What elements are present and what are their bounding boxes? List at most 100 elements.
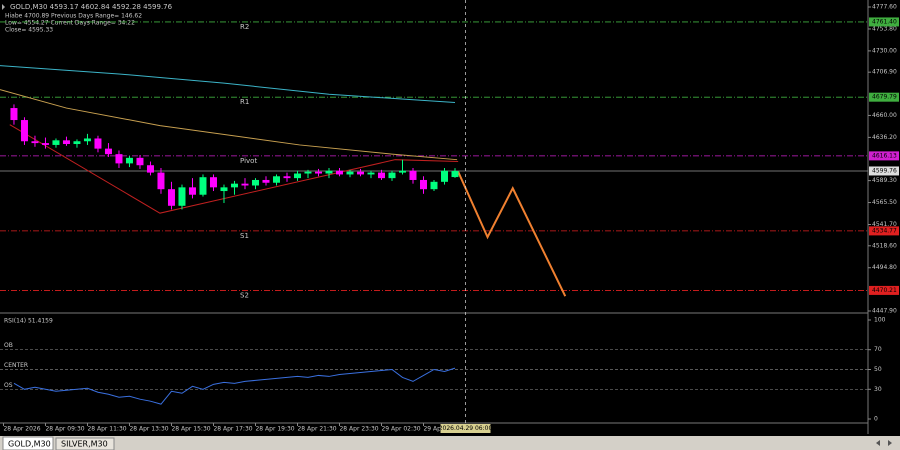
candle-body xyxy=(73,141,81,145)
candle-body xyxy=(104,148,112,155)
candle-body xyxy=(157,172,165,190)
last-price-label: 4599.76 xyxy=(872,167,897,174)
y-tick-label: 100 xyxy=(874,316,886,323)
x-tick-label: 28 Apr 2026 xyxy=(3,426,40,433)
y-tick-label: 4565.50 xyxy=(872,199,897,206)
y-tick-label: 4541.70 xyxy=(872,221,897,228)
candle-body xyxy=(409,170,417,180)
level-label-box xyxy=(869,17,899,27)
candle-body xyxy=(62,140,70,145)
y-tick-label: 4706.90 xyxy=(872,69,897,76)
candle-body xyxy=(146,165,154,173)
x-tick-label: 28 Apr 19:30 xyxy=(255,426,294,433)
candle-body xyxy=(377,172,385,179)
x-tick-label: 28 Apr 15:30 xyxy=(171,426,210,433)
candle-body xyxy=(314,171,322,174)
x-tick-label: 28 Apr 17:30 xyxy=(213,426,252,433)
level-name: R1 xyxy=(240,98,249,106)
y-tick-label: 4753.80 xyxy=(872,25,897,32)
candle-body xyxy=(356,171,364,175)
tab-label: GOLD,M30 xyxy=(8,440,51,449)
candle-body xyxy=(83,138,91,142)
indicator-line xyxy=(9,124,459,214)
candle-body xyxy=(20,120,28,142)
candle-body xyxy=(335,170,343,175)
candle-body xyxy=(251,179,259,186)
cursor-label: 2026.04.29 06:00 xyxy=(439,425,493,432)
x-tick-label: 29 Apr 02:30 xyxy=(381,426,420,433)
level-label: 4616.13 xyxy=(872,152,897,159)
cursor-box xyxy=(440,424,491,433)
y-tick-label: 4447.90 xyxy=(872,307,897,314)
candle-body xyxy=(419,179,427,190)
y-tick-label: 50 xyxy=(874,366,882,373)
candle-body xyxy=(188,187,196,195)
tab[interactable]: GOLD,M30 xyxy=(2,436,54,450)
x-tick-label: 28 Apr 23:30 xyxy=(339,426,378,433)
level-label: 4470.21 xyxy=(872,287,897,294)
level-name: S2 xyxy=(240,291,249,299)
x-tick-label: 29 Ap xyxy=(423,426,441,433)
y-tick-label: 70 xyxy=(874,346,882,353)
level-name: R2 xyxy=(240,23,249,31)
y-tick-label: 4589.30 xyxy=(872,177,897,184)
x-tick-label: 28 Apr 13:30 xyxy=(129,426,168,433)
candle-body xyxy=(398,170,406,173)
candle-body xyxy=(115,154,123,164)
candle-body xyxy=(441,170,449,182)
level-label: 4534.77 xyxy=(872,227,897,234)
level-label: 4679.79 xyxy=(872,94,897,101)
info-line: Close= 4595.33 xyxy=(5,27,53,34)
level-name: S1 xyxy=(240,232,249,240)
y-tick-label: 4636.20 xyxy=(872,134,897,141)
tab-box xyxy=(2,436,54,450)
indicator-line xyxy=(457,171,567,297)
candle-body xyxy=(220,187,228,192)
level-name: Pivot xyxy=(240,157,257,165)
y-tick-label: 4518.60 xyxy=(872,242,897,249)
candle-body xyxy=(125,157,133,164)
scroll-arrows[interactable] xyxy=(876,440,892,446)
candle-body xyxy=(10,108,18,121)
rsi-level-name: CENTER xyxy=(4,362,28,369)
x-tick-label: 28 Apr 09:30 xyxy=(45,426,84,433)
y-tick-label: 0 xyxy=(874,416,878,423)
y-tick-label: 4777.60 xyxy=(872,4,897,11)
level-label-box xyxy=(869,92,899,102)
candle-body xyxy=(430,181,438,190)
last-price-box xyxy=(869,166,899,176)
x-tick-label: 28 Apr 21:30 xyxy=(297,426,336,433)
candle-body xyxy=(451,170,459,178)
candle-body xyxy=(94,138,102,149)
candle-body xyxy=(262,179,270,183)
candle-body xyxy=(199,177,207,195)
candle-body xyxy=(367,172,375,175)
level-label-box xyxy=(869,226,899,236)
y-tick-label: 30 xyxy=(874,386,882,393)
tab[interactable]: SILVER,M30 xyxy=(55,437,115,450)
panel-title: RSI(14) 51.4159 xyxy=(4,318,53,325)
candle-body xyxy=(178,187,186,206)
candle-body xyxy=(209,177,217,188)
x-tick-label: 28 Apr 11:30 xyxy=(87,426,126,433)
candle-body xyxy=(167,189,175,206)
level-label: 4761.40 xyxy=(872,18,897,25)
rsi-level-name: OB xyxy=(4,342,13,349)
y-tick-label: 4730.00 xyxy=(872,47,897,54)
y-tick-label: 4494.80 xyxy=(872,264,897,271)
info-line: Hiabe 4700.89 Previous Days Range= 146.6… xyxy=(5,13,142,20)
candle-body xyxy=(293,173,301,179)
candle-body xyxy=(136,157,144,166)
tab-label: SILVER,M30 xyxy=(61,440,108,449)
candle-body xyxy=(52,140,60,145)
chart-title: GOLD,M30 4593.17 4602.84 4592.28 4599.76 xyxy=(10,3,173,11)
tab-box xyxy=(55,437,115,450)
candle-body xyxy=(41,143,49,145)
candle-body xyxy=(283,176,291,179)
level-label-box xyxy=(869,285,899,295)
symbol-icon xyxy=(2,4,5,10)
indicator-line xyxy=(0,65,456,104)
